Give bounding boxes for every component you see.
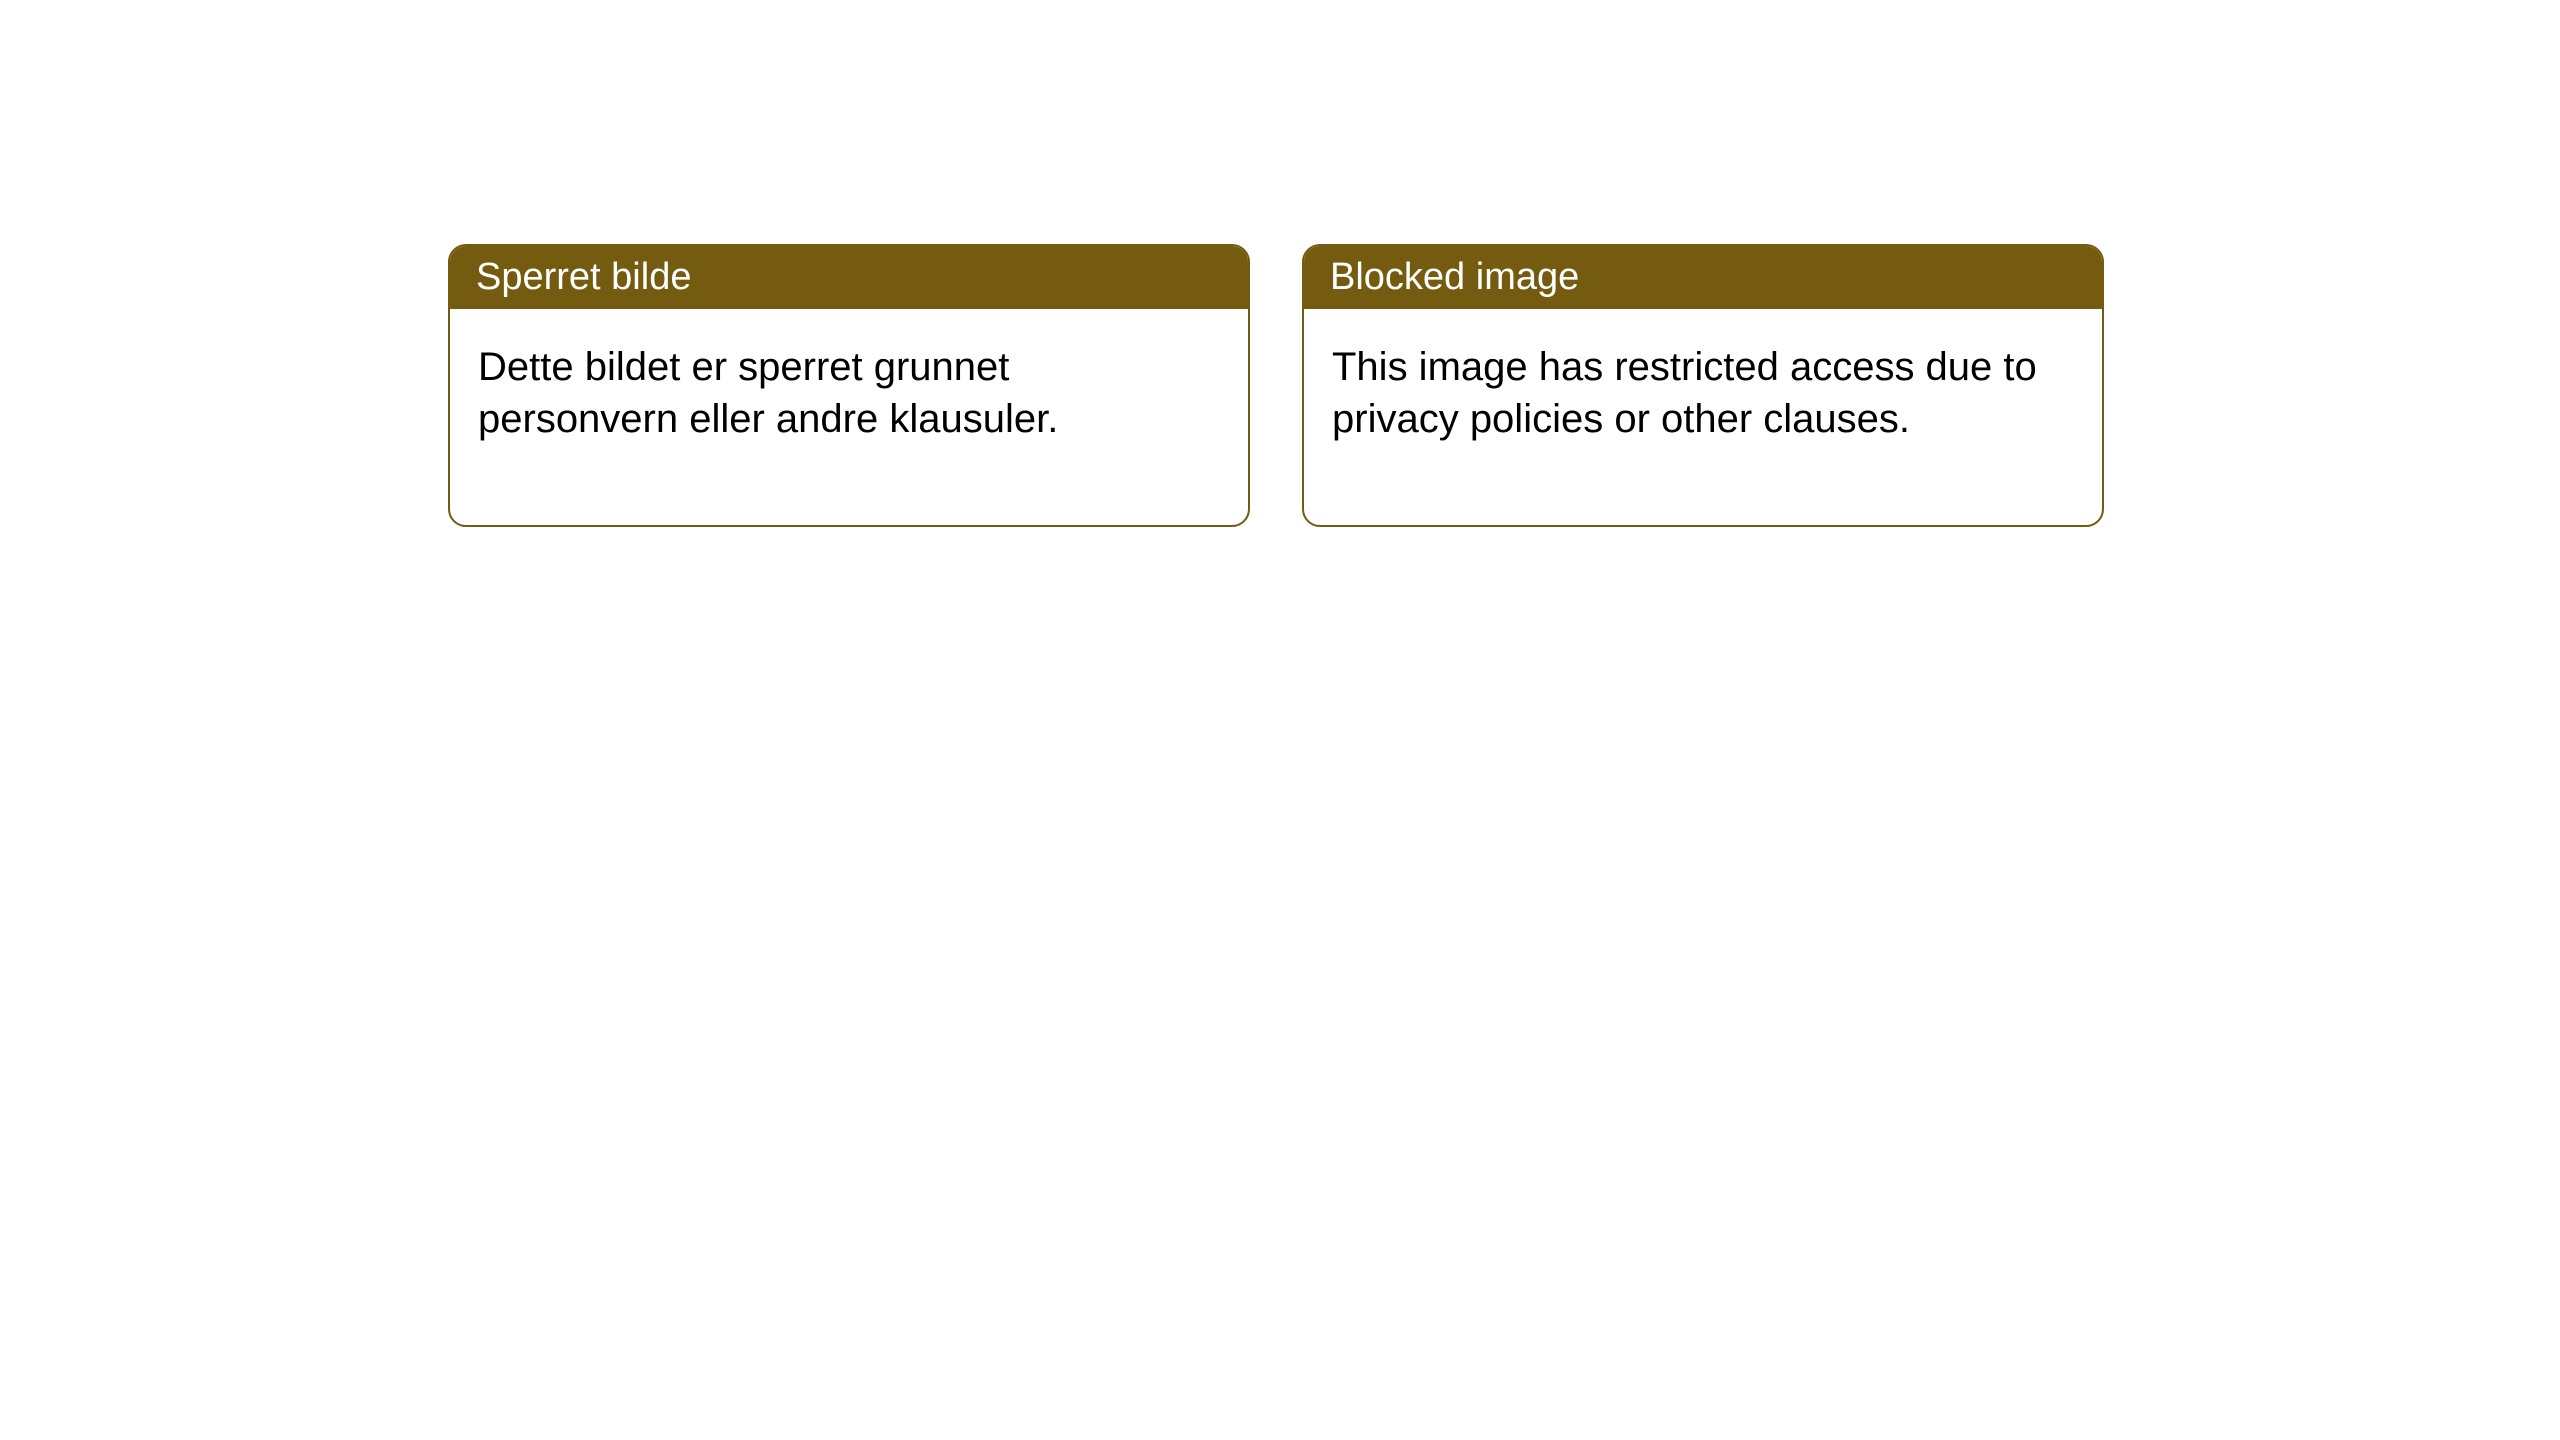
notices-container: Sperret bilde Dette bildet er sperret gr… — [0, 0, 2560, 527]
notice-box-no: Sperret bilde Dette bildet er sperret gr… — [448, 244, 1250, 527]
notice-box-en: Blocked image This image has restricted … — [1302, 244, 2104, 527]
notice-header-no: Sperret bilde — [450, 246, 1248, 309]
notice-body-en: This image has restricted access due to … — [1304, 309, 2102, 525]
notice-body-no: Dette bildet er sperret grunnet personve… — [450, 309, 1248, 525]
notice-header-en: Blocked image — [1304, 246, 2102, 309]
